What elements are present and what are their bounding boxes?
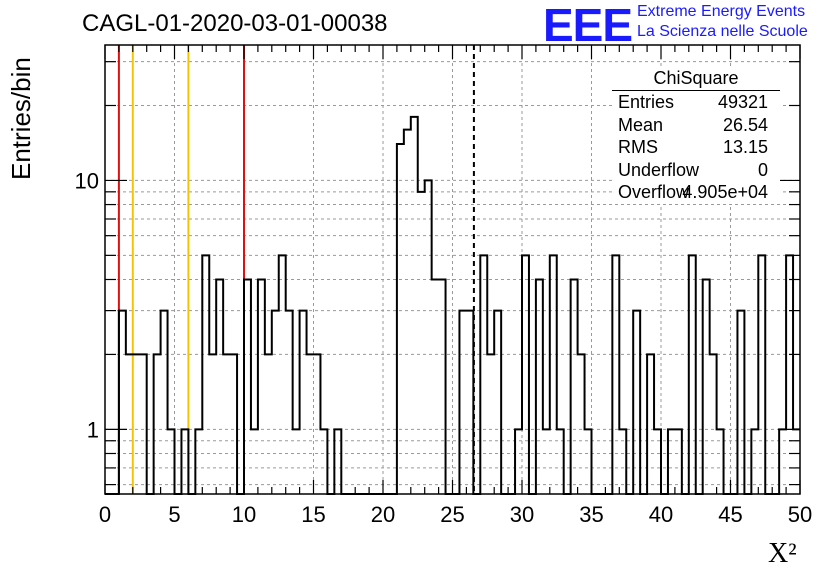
eee-logo-mark: EEE — [543, 0, 633, 51]
stats-title: ChiSquare — [612, 66, 780, 91]
histogram-series — [105, 115, 800, 495]
stats-key: Overflow — [618, 182, 690, 202]
stats-key: Underflow — [618, 159, 700, 180]
x-tick-label: 30 — [510, 502, 534, 527]
y-tick-label: 10 — [75, 168, 99, 193]
tick-labels: 0 5 10 15 20 25 30 35 40 45 50 1 10 — [75, 168, 813, 527]
stats-row-rms: RMS 13.15 — [612, 136, 780, 159]
stats-value: 26.54 — [722, 114, 768, 135]
stats-value: 49321 — [717, 92, 768, 112]
stats-value: 4.905e+04 — [682, 182, 768, 202]
stats-value: 13.15 — [722, 137, 768, 157]
x-tick-label: 0 — [99, 502, 111, 527]
stats-box: ChiSquare Entries 49321 Mean 26.54 RMS 1… — [612, 66, 780, 204]
x-tick-label: 45 — [718, 502, 742, 527]
reference-lines — [117, 45, 475, 494]
x-tick-label: 15 — [301, 502, 325, 527]
eee-logo-line2: La Scienza nelle Scuole — [637, 23, 808, 40]
stats-value: 0 — [757, 159, 768, 180]
x-tick-label: 40 — [649, 502, 673, 527]
x-tick-label: 5 — [168, 502, 180, 527]
axis-ticks — [104, 45, 801, 494]
stats-row-mean: Mean 26.54 — [612, 114, 780, 137]
x-tick-label: 20 — [371, 502, 395, 527]
stats-row-entries: Entries 49321 — [612, 91, 780, 114]
y-axis-label: Entries/bin — [6, 57, 36, 180]
x-axis-label: X² — [768, 538, 797, 569]
eee-logo-line1: Extreme Energy Events — [637, 3, 806, 20]
x-tick-label: 25 — [440, 502, 464, 527]
stats-row-overflow: Overflow 4.905e+04 — [612, 181, 780, 204]
stats-key: Mean — [618, 114, 664, 135]
stats-key: Entries — [618, 92, 675, 112]
y-tick-label: 1 — [87, 417, 99, 442]
stats-key: RMS — [618, 137, 658, 157]
stats-row-underflow: Underflow 0 — [612, 159, 780, 182]
x-tick-label: 10 — [232, 502, 256, 527]
x-tick-label: 50 — [788, 502, 812, 527]
x-tick-label: 35 — [579, 502, 603, 527]
chart-title: CAGL-01-2020-03-01-00038 — [82, 10, 388, 37]
